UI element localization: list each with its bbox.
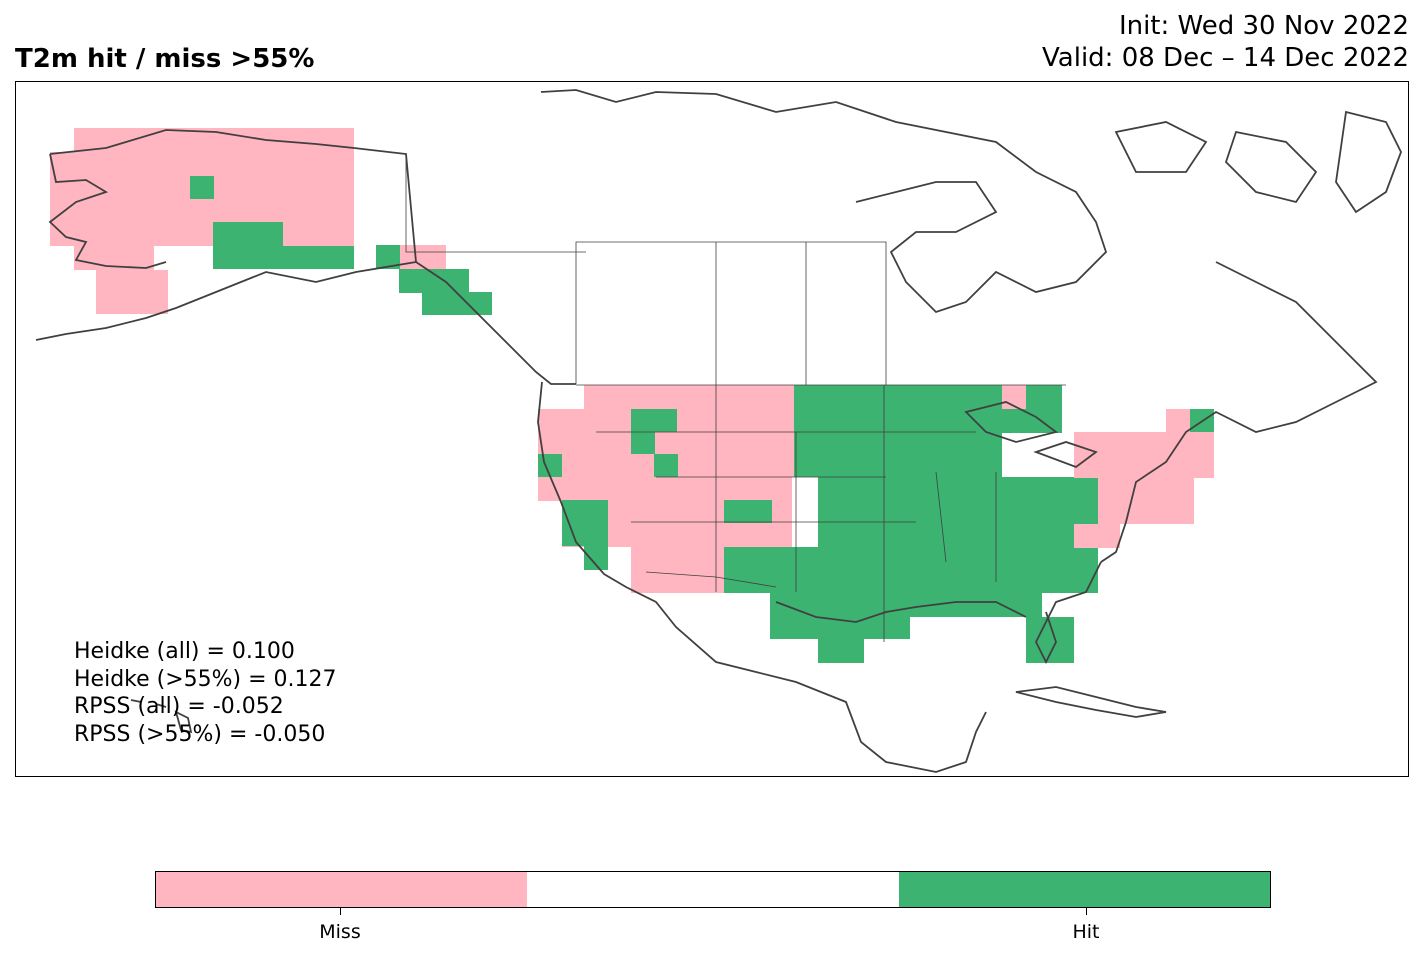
hit-cell xyxy=(399,269,469,293)
colorbar-miss-segment xyxy=(156,872,528,907)
hit-cell xyxy=(770,593,910,639)
colorbar xyxy=(155,871,1271,908)
miss-cell xyxy=(700,547,726,593)
map-canvas xyxy=(35,89,1402,773)
hit-cell xyxy=(631,409,677,432)
hit-cell xyxy=(794,385,1002,477)
hit-cell xyxy=(190,176,214,199)
province-borders xyxy=(405,154,1066,642)
init-date: Init: Wed 30 Nov 2022 xyxy=(1118,11,1409,41)
miss-cell xyxy=(96,270,168,314)
heidke-all: Heidke (all) = 0.100 xyxy=(74,639,295,664)
skill-scores: Heidke (all) = 0.100 Heidke (>55%) = 0.1… xyxy=(74,638,337,748)
colorbar-label-miss: Miss xyxy=(319,921,361,943)
valid-period: Valid: 08 Dec – 14 Dec 2022 xyxy=(1042,43,1409,73)
miss-cell xyxy=(584,385,794,477)
map-panel: Heidke (all) = 0.100 Heidke (>55%) = 0.1… xyxy=(15,81,1409,777)
colorbar-hit-segment xyxy=(898,872,1270,907)
hit-cell xyxy=(724,547,1098,593)
hit-cell xyxy=(584,546,608,570)
colorbar-neutral-segment xyxy=(527,872,899,907)
hit-cell xyxy=(654,454,678,477)
hit-cell xyxy=(631,432,655,454)
heidke-55: Heidke (>55%) = 0.127 xyxy=(74,666,337,692)
rpss-55: RPSS (>55%) = -0.050 xyxy=(74,721,326,747)
hit-miss-grid xyxy=(50,128,1214,663)
hit-cell xyxy=(724,500,772,523)
hit-cell xyxy=(213,222,283,246)
hit-cell xyxy=(818,639,864,663)
colorbar-label-hit: Hit xyxy=(1072,921,1100,943)
hit-cell xyxy=(213,246,354,269)
coastlines xyxy=(35,89,1402,773)
miss-cell xyxy=(1074,524,1120,548)
miss-cell xyxy=(1074,432,1214,478)
hit-cell xyxy=(422,292,492,315)
rpss-all: RPSS (all) = -0.052 xyxy=(74,694,284,719)
hit-cell xyxy=(538,454,562,477)
hit-cell xyxy=(818,477,1098,547)
colorbar-tick-hit xyxy=(1086,908,1087,915)
forecast-dates: Init: Wed 30 Nov 2022 Valid: 08 Dec – 14… xyxy=(1042,10,1409,74)
miss-cell xyxy=(1098,478,1194,524)
miss-cell xyxy=(50,152,74,246)
map-title: T2m hit / miss >55% xyxy=(15,44,315,74)
colorbar-tick-miss xyxy=(340,908,341,915)
